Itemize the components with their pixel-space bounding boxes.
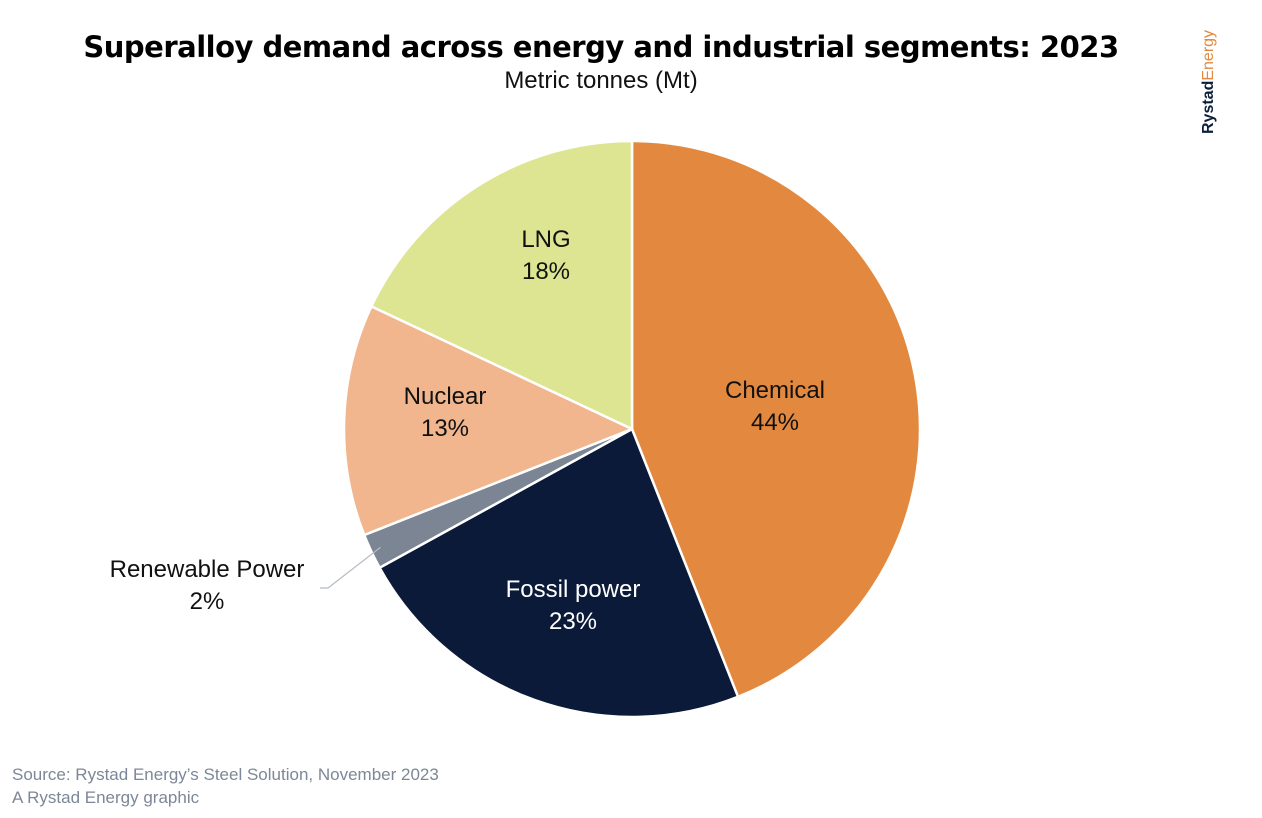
leader-line-renewable-power	[320, 546, 381, 589]
chart-subtitle: Metric tonnes (Mt)	[504, 67, 698, 94]
slice-label-fossil-power: Fossil power	[506, 576, 641, 603]
slice-value-nuclear: 13%	[421, 415, 469, 442]
pie-slice-chemical	[630, 139, 922, 699]
chart-title: Superalloy demand across energy and indu…	[83, 30, 1119, 64]
pie-slice-nuclear	[342, 305, 634, 537]
slice-label-chemical: Chemical	[725, 377, 825, 404]
slice-label-nuclear: Nuclear	[404, 383, 487, 410]
slice-label-lng: LNG	[521, 226, 570, 253]
slice-value-chemical: 44%	[751, 409, 799, 436]
pie-slice-lng	[370, 139, 634, 431]
source-note: Source: Rystad Energy’s Steel Solution, …	[12, 765, 439, 784]
slice-label-renewable-power: Renewable Power	[110, 556, 305, 583]
credit-note: A Rystad Energy graphic	[12, 788, 200, 807]
slice-value-renewable-power: 2%	[190, 588, 225, 615]
slice-value-fossil-power: 23%	[549, 608, 597, 635]
pie-slice-fossil-power	[378, 427, 740, 719]
slice-value-lng: 18%	[522, 258, 570, 285]
